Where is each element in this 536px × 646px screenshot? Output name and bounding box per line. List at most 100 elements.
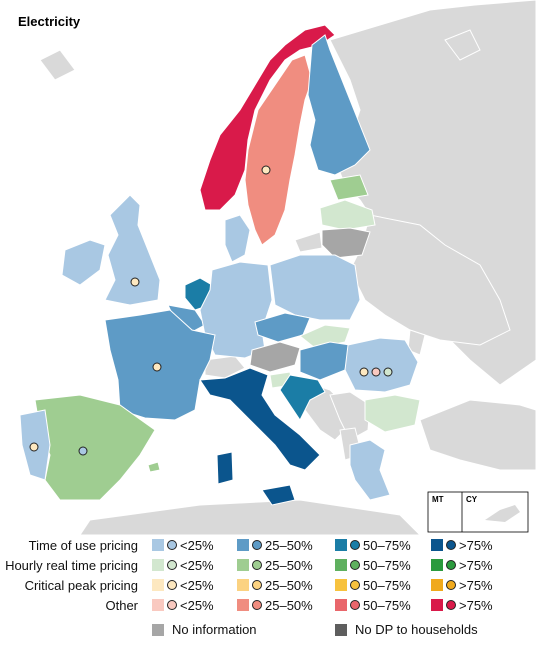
region-romania [344,337,419,393]
legend-no-dp: No DP to households [335,620,525,640]
legend-dot [446,600,456,610]
region-latvia [319,199,376,231]
legend-swatch [237,559,249,571]
legend-item-label: 50–75% [363,578,411,593]
legend-dot [350,580,360,590]
legend-dot [446,580,456,590]
legend-dot [446,540,456,550]
region-estonia [329,174,369,201]
dot-romania-2 [371,367,381,377]
region-moldova [407,329,426,356]
region-italy [199,367,321,471]
legend-no-dp-swatch [335,624,347,636]
legend-row-label: Other [105,598,138,613]
legend-item-label: >75% [459,598,493,613]
region-croatia [279,374,326,421]
legend-dot [252,600,262,610]
legend-item-label: >75% [459,538,493,553]
region-sweden [244,54,313,246]
legend-dot [252,540,262,550]
map-title: Electricity [18,14,81,29]
legend-item-label: 50–75% [363,558,411,573]
legend-no-information: No information [152,620,312,640]
legend-item-label: <25% [180,578,214,593]
legend-dot [252,560,262,570]
legend-item-label: <25% [180,558,214,573]
legend-dot [350,600,360,610]
legend-dot [446,560,456,570]
region-poland [269,254,361,321]
dot-spain [78,446,88,456]
legend-swatch [431,539,443,551]
legend-row-label: Time of use pricing [28,538,138,553]
legend-dot [350,540,360,550]
legend-dot [167,560,177,570]
legend-row-label: Hourly real time pricing [5,558,138,573]
legend-no-information-label: No information [172,622,257,637]
legend-item-label: <25% [180,538,214,553]
legend-no-dp-label: No DP to households [355,622,478,637]
region-slovakia [299,324,351,349]
dot-france [152,362,162,372]
legend-swatch [431,599,443,611]
legend-swatch [431,579,443,591]
region-denmark [224,214,251,263]
dot-sweden [261,165,271,175]
cyprus-shape [485,505,520,522]
region-iceland-top [444,29,481,61]
legend-swatch [152,579,164,591]
region-sicily [261,484,296,506]
region-cyprus-mainland-placeholder [147,461,161,473]
legend-row: Other <25% 25–50% 50–75% >75% [0,596,536,616]
legend: Time of use pricing <25% 25–50% 50–75% >75% H… [0,536,536,646]
legend-swatch [237,599,249,611]
legend-swatch [431,559,443,571]
region-hungary [299,341,351,381]
dot-portugal [29,442,39,452]
region-finland [307,34,371,176]
region-greece [349,439,391,501]
legend-dot [167,600,177,610]
legend-item-label: 25–50% [265,578,313,593]
region-serbia [329,391,371,441]
legend-dot [350,560,360,570]
region-lithuania [321,227,371,259]
dot-uk [130,277,140,287]
legend-item-label: <25% [180,598,214,613]
region-kaliningrad [294,231,323,253]
region-north-africa [79,499,421,535]
legend-swatch [152,599,164,611]
europe-map: MT CY Electricity [18,0,536,535]
legend-swatch [335,579,347,591]
legend-row: Hourly real time pricing <25% 25–50% 50–75%… [0,556,536,576]
region-uk [104,194,161,306]
legend-item-label: 25–50% [265,558,313,573]
dots [29,165,393,456]
region-bulgaria [364,394,421,433]
region-austria [249,341,301,373]
region-ireland [61,239,106,286]
inset-label-mt: MT [432,495,444,504]
legend-swatch [335,539,347,551]
legend-row: Time of use pricing <25% 25–50% 50–75% >75% [0,536,536,556]
region-turkey [419,399,536,471]
legend-item-label: >75% [459,558,493,573]
dot-romania-3 [383,367,393,377]
legend-row: Critical peak pricing <25% 25–50% 50–75% >75… [0,576,536,596]
legend-item-label: >75% [459,578,493,593]
legend-swatch [335,599,347,611]
legend-item-label: 50–75% [363,598,411,613]
background-land [39,0,536,535]
region-sardinia [216,451,234,485]
legend-swatch [237,579,249,591]
legend-dot [167,540,177,550]
legend-item-label: 25–50% [265,538,313,553]
legend-swatch [335,559,347,571]
legend-item-label: 25–50% [265,598,313,613]
dot-romania-1 [359,367,369,377]
inset-box: MT CY [427,491,529,533]
legend-item-label: 50–75% [363,538,411,553]
legend-swatch [152,539,164,551]
legend-row-label: Critical peak pricing [24,578,138,593]
